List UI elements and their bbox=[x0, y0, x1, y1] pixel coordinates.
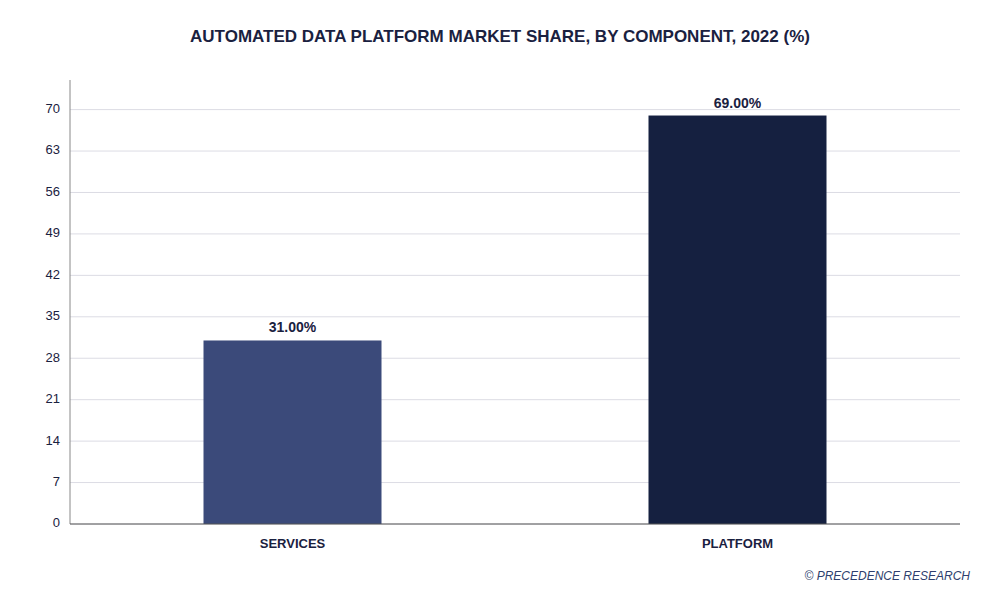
bar bbox=[649, 116, 827, 524]
grid-line bbox=[70, 524, 960, 525]
y-axis: 0 7 14 21 28 35 42 49 56 63 70 bbox=[46, 101, 960, 530]
grid-line bbox=[70, 109, 960, 110]
y-tick-label: 49 bbox=[46, 225, 60, 240]
bars bbox=[204, 116, 827, 524]
y-tick-label: 14 bbox=[46, 433, 60, 448]
watermark: © PRECEDENCE RESEARCH bbox=[804, 569, 970, 583]
data-label: 31.00% bbox=[269, 319, 317, 335]
y-tick-label: 35 bbox=[46, 308, 60, 323]
x-axis: SERVICES PLATFORM bbox=[260, 536, 773, 551]
y-tick-label: 0 bbox=[53, 515, 60, 530]
x-tick-label: SERVICES bbox=[260, 536, 326, 551]
y-tick-label: 63 bbox=[46, 142, 60, 157]
y-tick-label: 70 bbox=[46, 101, 60, 116]
chart-svg: AUTOMATED DATA PLATFORM MARKET SHARE, BY… bbox=[0, 0, 1000, 594]
x-axis-line bbox=[70, 524, 960, 525]
chart-container: AUTOMATED DATA PLATFORM MARKET SHARE, BY… bbox=[0, 0, 1000, 594]
chart-title: AUTOMATED DATA PLATFORM MARKET SHARE, BY… bbox=[190, 27, 810, 46]
data-label: 69.00% bbox=[714, 95, 762, 111]
y-tick-label: 42 bbox=[46, 267, 60, 282]
y-tick-label: 21 bbox=[46, 391, 60, 406]
x-tick-label: PLATFORM bbox=[702, 536, 773, 551]
y-tick-label: 56 bbox=[46, 184, 60, 199]
bar bbox=[204, 340, 382, 524]
y-axis-line bbox=[70, 80, 71, 524]
y-tick-label: 7 bbox=[53, 474, 60, 489]
data-labels: 31.00% 69.00% bbox=[269, 95, 762, 336]
y-tick-label: 28 bbox=[46, 350, 60, 365]
